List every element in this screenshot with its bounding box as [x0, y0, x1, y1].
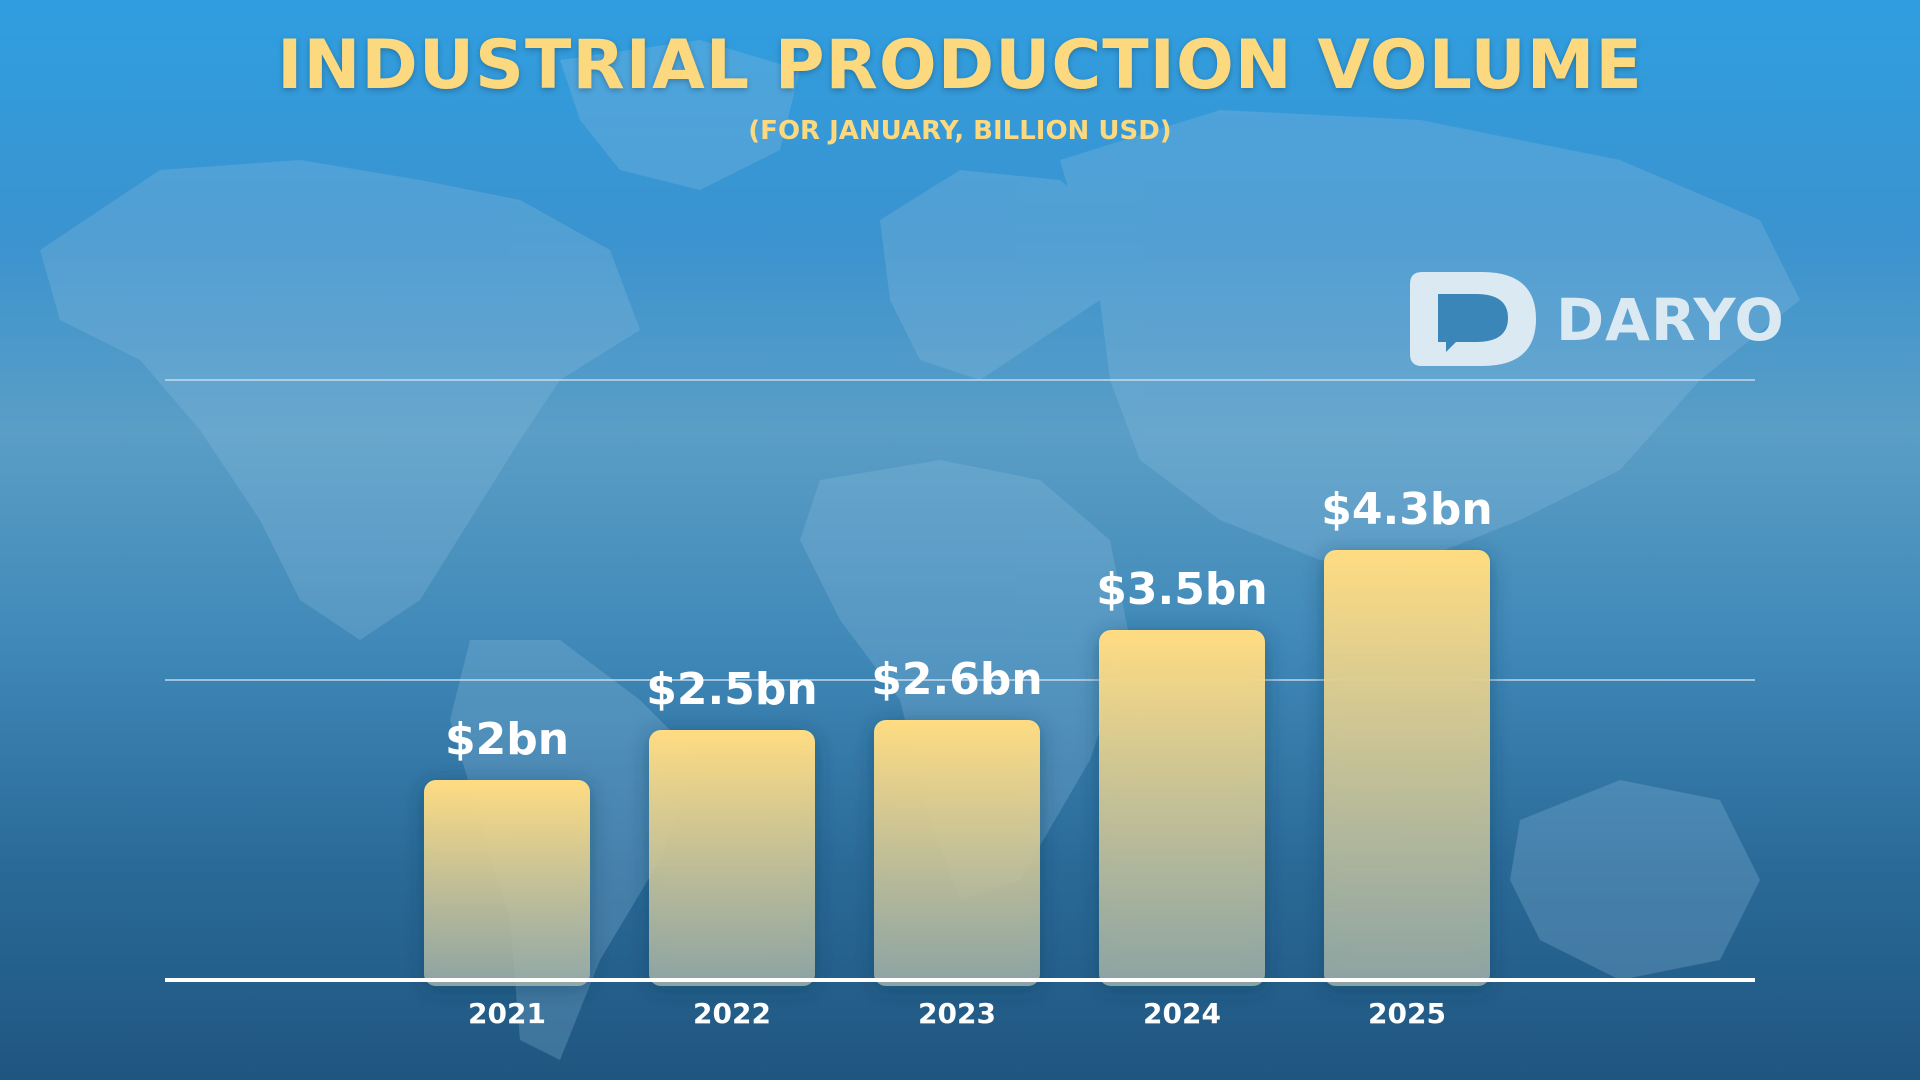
bar-2023	[874, 720, 1040, 986]
x-tick-label-2024: 2024	[1143, 997, 1221, 1030]
value-label-2021: $2bn	[445, 714, 569, 765]
value-label-2022: $2.5bn	[646, 664, 817, 715]
australia-shape	[1510, 780, 1760, 980]
bars	[424, 550, 1490, 986]
value-label-2025: $4.3bn	[1321, 484, 1492, 535]
speech-bubble-d-icon	[1410, 272, 1536, 366]
x-tick-label-2022: 2022	[693, 997, 771, 1030]
chart-subtitle: (FOR JANUARY, BILLION USD)	[748, 116, 1172, 146]
europe-shape	[880, 170, 1120, 380]
north-america-shape	[40, 160, 640, 640]
brand-name: DARYO	[1556, 286, 1785, 354]
chart-title: INDUSTRIAL PRODUCTION VOLUME	[277, 26, 1643, 105]
bar-2021	[424, 780, 590, 986]
gridlines	[165, 379, 1755, 681]
value-label-2024: $3.5bn	[1096, 564, 1267, 615]
bar-2024	[1099, 630, 1265, 986]
value-labels: $2bn $2.5bn $2.6bn $3.5bn $4.3bn	[445, 484, 1493, 765]
bar-2022	[649, 730, 815, 986]
value-label-2023: $2.6bn	[871, 654, 1042, 705]
x-tick-label-2025: 2025	[1368, 997, 1446, 1030]
x-tick-label-2023: 2023	[918, 997, 996, 1030]
daryo-logo: DARYO	[1410, 272, 1784, 368]
x-axis-tick-labels: 2021 2022 2023 2024 2025	[468, 997, 1446, 1030]
x-tick-label-2021: 2021	[468, 997, 546, 1030]
greenland-shape	[560, 40, 800, 190]
bar-2025	[1324, 550, 1490, 986]
